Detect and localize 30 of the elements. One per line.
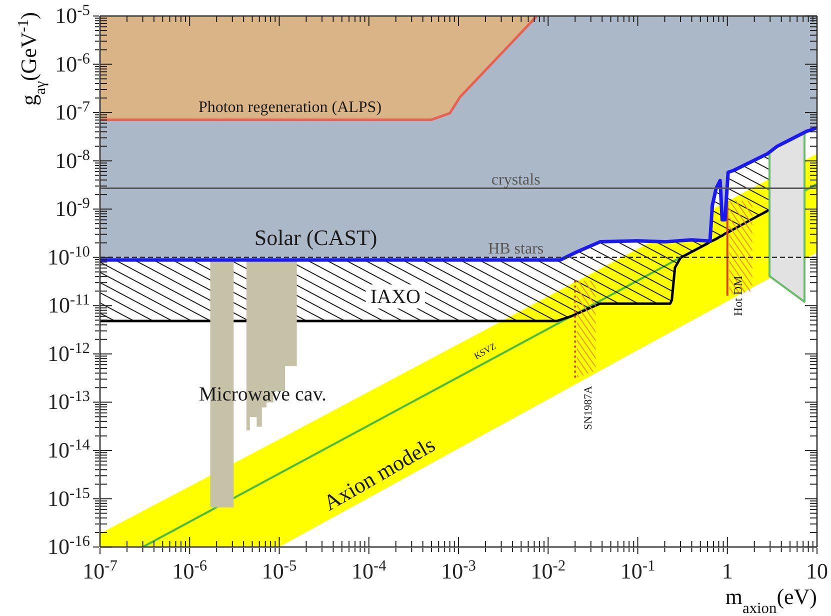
ref-line-label: crystals [491,171,540,188]
y-tick-label: 10$^{-6}$ [55,50,90,76]
x-tick-label: 10$^{-5}$ [262,557,297,584]
x-tick-label: 10$^{-7}$ [82,557,118,584]
y-tick-label: 10$^{-5}$ [55,2,90,28]
y-tick-label: 10$^{-9}$ [55,194,90,222]
x-tick-label: 10$^{-3}$ [441,557,476,584]
y-tick-label: 10$^{-15}$ [47,484,90,511]
y-tick-label: 10$^{-11}$ [48,291,90,318]
y-tick-label: 10$^{-7}$ [55,98,90,125]
y-tick-label: 10$^{-14}$ [47,436,90,462]
annotation: SN1987A [582,386,594,430]
annotation: Solar (CAST) [254,224,378,250]
annotation: Photon regeneration (ALPS) [198,98,382,116]
annotation: IAXO [370,286,420,308]
y-tick-label: 10$^{-12}$ [47,339,90,366]
x-tick-label: 10$^{-4}$ [351,557,387,584]
x-axis-title: m$_{axion}$(eV) [725,584,817,616]
x-tick-label: 1 [722,558,733,584]
y-tick-label: 10$^{-16}$ [47,532,90,560]
annotation: Microwave cav. [198,384,327,406]
x-tick-label: 10$^{-1}$ [620,557,656,584]
x-tick-label: 10 [806,558,828,584]
x-tick-label: 10$^{-6}$ [172,557,208,584]
y-tick-label: 10$^{-8}$ [55,146,90,173]
y-tick-label: 10$^{-10}$ [47,242,90,270]
y-tick-label: 10$^{-13}$ [47,388,90,414]
annotation: Hot DM [731,275,746,316]
x-tick-label: 10$^{-2}$ [530,557,566,584]
ref-line-label: HB stars [488,240,544,258]
